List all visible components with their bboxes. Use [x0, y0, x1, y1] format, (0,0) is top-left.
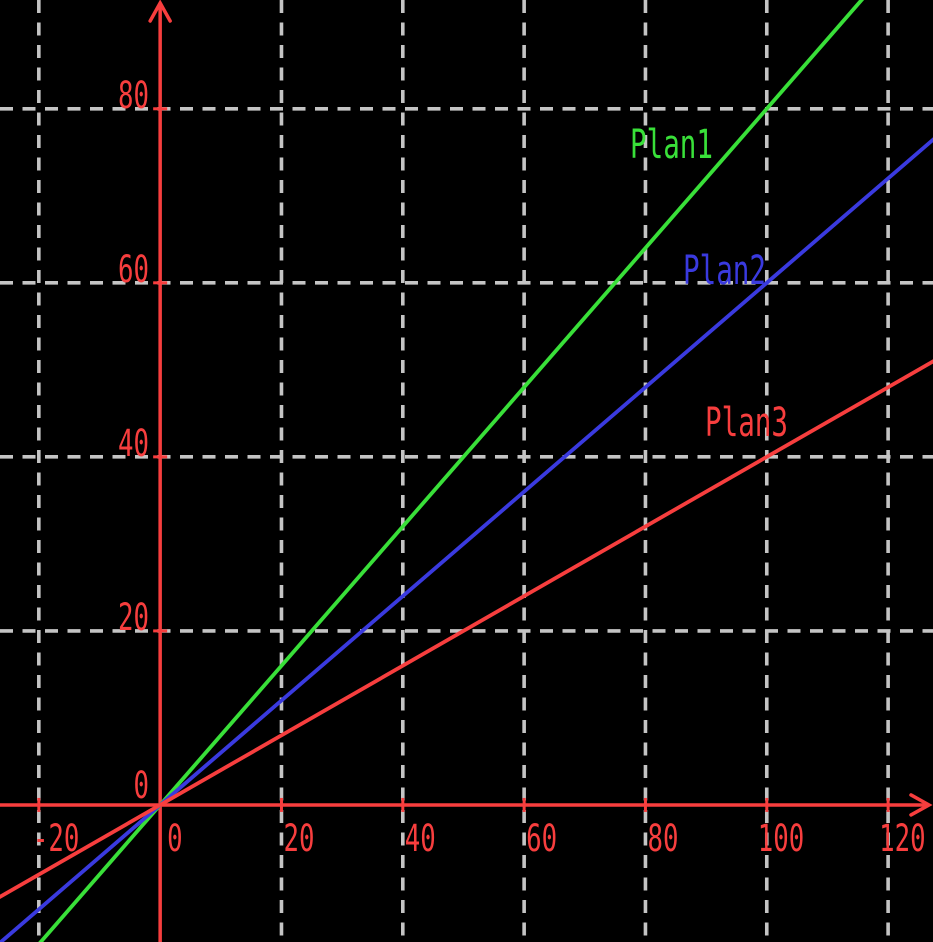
x-axis-arrow-icon [909, 793, 933, 817]
y-tick-label-80: 80 [118, 74, 149, 117]
x-tick-label-40: 40 [405, 817, 436, 860]
series-label-plan1: Plan1 [630, 122, 713, 168]
series-label-plan3: Plan3 [705, 400, 788, 446]
y-tick-label-40: 40 [118, 422, 149, 465]
series-line-plan3 [0, 359, 933, 900]
y-tick-label-60: 60 [118, 248, 149, 291]
x-tick-label-120: 120 [879, 817, 926, 860]
x-tick-label-0: 0 [167, 817, 183, 860]
x-tick-label-60: 60 [526, 817, 557, 860]
series-line-plan2 [0, 137, 933, 942]
y-tick-label-20: 20 [118, 596, 149, 639]
y-tick-label-0: 0 [134, 764, 150, 807]
x-tick-label-20: 20 [283, 817, 314, 860]
y-axis-arrow-icon [148, 0, 172, 23]
x-tick-label-80: 80 [647, 817, 678, 860]
x-tick-label--20: -20 [33, 817, 80, 860]
series-label-plan2: Plan2 [683, 248, 766, 294]
x-tick-label-100: 100 [758, 817, 805, 860]
